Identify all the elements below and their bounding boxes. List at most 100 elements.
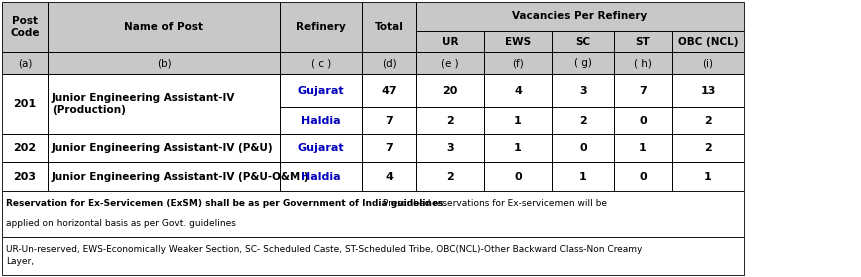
Text: 2: 2 bbox=[579, 116, 586, 125]
Bar bbox=[416, 162, 483, 191]
Bar bbox=[613, 52, 672, 74]
Text: Prescribed reservations for Ex-servicemen will be: Prescribed reservations for Ex-serviceme… bbox=[380, 199, 606, 208]
Text: 201: 201 bbox=[14, 99, 36, 109]
Bar bbox=[551, 74, 613, 107]
Bar bbox=[551, 52, 613, 74]
Text: 47: 47 bbox=[381, 86, 396, 96]
Bar bbox=[672, 74, 743, 107]
Text: 203: 203 bbox=[14, 172, 36, 182]
Text: OBC (NCL): OBC (NCL) bbox=[677, 37, 737, 47]
Bar bbox=[280, 107, 362, 134]
Bar bbox=[613, 31, 672, 52]
Bar bbox=[416, 2, 743, 31]
Bar bbox=[362, 134, 416, 162]
Text: 2: 2 bbox=[703, 116, 711, 125]
Text: Gujarat: Gujarat bbox=[297, 86, 344, 96]
Bar bbox=[613, 107, 672, 134]
Text: 4: 4 bbox=[385, 172, 393, 182]
Bar bbox=[672, 162, 743, 191]
Bar bbox=[2, 191, 743, 237]
Bar bbox=[416, 162, 483, 191]
Bar bbox=[280, 2, 362, 52]
Bar bbox=[613, 162, 672, 191]
Bar bbox=[416, 2, 743, 31]
Bar bbox=[362, 74, 416, 107]
Text: Refinery: Refinery bbox=[296, 22, 345, 32]
Text: 3: 3 bbox=[446, 143, 453, 153]
Bar bbox=[483, 107, 551, 134]
Text: UR: UR bbox=[441, 37, 458, 47]
Bar bbox=[362, 162, 416, 191]
Bar bbox=[672, 74, 743, 107]
Text: 0: 0 bbox=[514, 172, 521, 182]
Bar bbox=[672, 107, 743, 134]
Text: 1: 1 bbox=[703, 172, 711, 182]
Text: Gujarat: Gujarat bbox=[297, 143, 344, 153]
Bar bbox=[362, 52, 416, 74]
Bar bbox=[551, 74, 613, 107]
Bar bbox=[613, 31, 672, 52]
Bar bbox=[551, 162, 613, 191]
Text: 2: 2 bbox=[446, 116, 454, 125]
Bar bbox=[48, 74, 280, 134]
Bar bbox=[416, 74, 483, 107]
Bar bbox=[551, 107, 613, 134]
Bar bbox=[551, 31, 613, 52]
Text: EWS: EWS bbox=[505, 37, 530, 47]
Bar bbox=[551, 107, 613, 134]
Bar bbox=[613, 162, 672, 191]
Text: 4: 4 bbox=[513, 86, 521, 96]
Text: (a): (a) bbox=[18, 58, 32, 68]
Text: Total: Total bbox=[375, 22, 403, 32]
Text: ( g): ( g) bbox=[573, 58, 592, 68]
Bar bbox=[362, 2, 416, 52]
Bar bbox=[672, 134, 743, 162]
Bar bbox=[416, 31, 483, 52]
Text: Haldia: Haldia bbox=[300, 116, 340, 125]
Bar bbox=[672, 162, 743, 191]
Text: 7: 7 bbox=[385, 116, 393, 125]
Bar bbox=[551, 162, 613, 191]
Text: Junior Engineering Assistant-IV (P&U-O&M ): Junior Engineering Assistant-IV (P&U-O&M… bbox=[52, 172, 309, 182]
Bar bbox=[2, 162, 48, 191]
Bar bbox=[551, 52, 613, 74]
Bar bbox=[2, 237, 743, 275]
Text: applied on horizontal basis as per Govt. guidelines: applied on horizontal basis as per Govt.… bbox=[6, 219, 236, 229]
Bar bbox=[613, 74, 672, 107]
Bar bbox=[483, 74, 551, 107]
Bar bbox=[280, 162, 362, 191]
Text: 2: 2 bbox=[446, 172, 454, 182]
Bar bbox=[48, 2, 280, 52]
Text: 1: 1 bbox=[579, 172, 586, 182]
Bar bbox=[280, 52, 362, 74]
Bar bbox=[416, 107, 483, 134]
Bar bbox=[362, 162, 416, 191]
Bar bbox=[672, 52, 743, 74]
Text: ( h): ( h) bbox=[634, 58, 651, 68]
Bar bbox=[362, 74, 416, 107]
Text: 7: 7 bbox=[638, 86, 646, 96]
Bar bbox=[2, 2, 48, 52]
Bar bbox=[416, 134, 483, 162]
Bar bbox=[416, 52, 483, 74]
Bar bbox=[280, 2, 362, 52]
Bar bbox=[280, 162, 362, 191]
Text: Reservation for Ex-Servicemen (ExSM) shall be as per Government of India guideli: Reservation for Ex-Servicemen (ExSM) sha… bbox=[6, 199, 446, 208]
Bar bbox=[362, 134, 416, 162]
Bar bbox=[280, 107, 362, 134]
Text: 0: 0 bbox=[639, 116, 646, 125]
Text: 2: 2 bbox=[703, 143, 711, 153]
Bar bbox=[48, 162, 280, 191]
Text: (i): (i) bbox=[702, 58, 713, 68]
Bar bbox=[551, 134, 613, 162]
Bar bbox=[483, 107, 551, 134]
Bar bbox=[2, 162, 48, 191]
Bar bbox=[2, 74, 48, 134]
Text: Junior Engineering Assistant-IV
(Production): Junior Engineering Assistant-IV (Product… bbox=[52, 93, 235, 115]
Bar bbox=[362, 2, 416, 52]
Bar bbox=[551, 31, 613, 52]
Bar bbox=[48, 2, 280, 52]
Bar bbox=[2, 52, 48, 74]
Text: 13: 13 bbox=[699, 86, 715, 96]
Bar bbox=[416, 134, 483, 162]
